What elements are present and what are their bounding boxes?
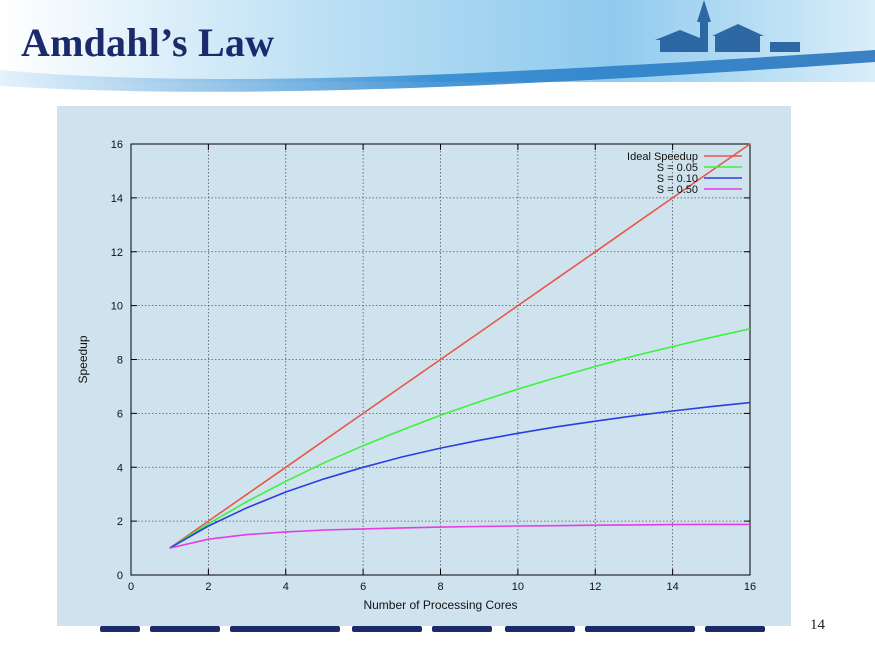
y-axis-title: Speedup [76,335,90,383]
x-tick-label: 12 [589,581,601,593]
x-tick-label: 16 [744,581,756,593]
chart-panel: 0 2 4 6 8 10 12 14 16 0 2 4 6 8 10 12 14 16 Ideal Speedup… [57,106,791,626]
y-tick-label: 16 [111,139,123,151]
series-line-1 [169,328,751,549]
legend-label-2: S = 0.10 [657,173,698,185]
legend-label-1: S = 0.05 [657,162,698,174]
x-tick-label: 14 [667,581,679,593]
slide-number: 14 [810,617,825,633]
y-tick-label: 0 [117,570,123,582]
header-banner [0,0,875,92]
slide-header: Amdahl’s Law [0,0,875,100]
axis-layer: 0 2 4 6 8 10 12 14 16 0 2 4 6 8 10 12 14 16 [111,139,756,593]
y-tick-label: 4 [117,462,123,474]
village-silhouette-icon [655,0,800,52]
x-tick-label: 8 [437,581,443,593]
series-line-0 [169,143,751,549]
legend-label-0: Ideal Speedup [627,151,698,163]
x-tick-label: 2 [205,581,211,593]
x-tick-label: 4 [283,581,289,593]
y-tick-label: 12 [111,247,123,259]
y-tick-label: 6 [117,408,123,420]
y-tick-label: 2 [117,516,123,528]
x-axis-title: Number of Processing Cores [363,598,517,612]
series-layer [169,143,751,549]
x-tick-label: 6 [360,581,366,593]
series-line-3 [169,523,750,549]
series-line-2 [169,401,751,549]
x-tick-label: 0 [128,581,134,593]
y-tick-label: 10 [111,301,123,313]
slide-title: Amdahl’s Law [21,20,275,65]
x-tick-label: 10 [512,581,524,593]
speedup-chart: 0 2 4 6 8 10 12 14 16 0 2 4 6 8 10 12 14 16 Ideal Speedup… [76,139,756,612]
legend-label-3: S = 0.50 [657,184,698,196]
y-tick-label: 8 [117,355,123,367]
cutoff-text-fragment [0,626,800,659]
y-tick-label: 14 [111,193,123,205]
